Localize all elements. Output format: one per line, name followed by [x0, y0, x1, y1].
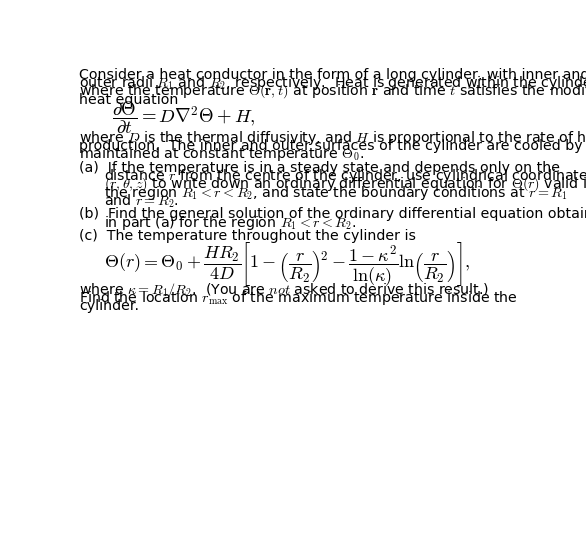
Text: production.  The inner and outer surfaces of the cylinder are cooled by a fluid: production. The inner and outer surfaces… [79, 139, 586, 153]
Text: where $\kappa = R_1/R_2$.  (You are $\mathit{not}$ asked to derive this result.): where $\kappa = R_1/R_2$. (You are $\mat… [79, 281, 489, 299]
Text: maintained at constant temperature $\Theta_0$.: maintained at constant temperature $\The… [79, 145, 364, 163]
Text: outer radii $R_1$ and $R_2$, respectively.  Heat is generated within the cylinde: outer radii $R_1$ and $R_2$, respectivel… [79, 74, 586, 92]
Text: $\dfrac{\partial\Theta}{\partial t} = D\nabla^2\Theta + H,$: $\dfrac{\partial\Theta}{\partial t} = D\… [112, 100, 255, 137]
Text: where the temperature $\Theta(\mathbf{r},t)$ at position $\mathbf{r}$ and time $: where the temperature $\Theta(\mathbf{r}… [79, 82, 586, 100]
Text: the region $R_1 < r < R_2$, and state the boundary conditions at $r = R_1$: the region $R_1 < r < R_2$, and state th… [104, 184, 568, 202]
Text: distance $r$ from the centre of the cylinder, use cylindrical coordinates: distance $r$ from the centre of the cyli… [104, 167, 586, 185]
Text: heat equation: heat equation [79, 93, 179, 107]
Text: $\Theta(r) = \Theta_0 + \dfrac{HR_2}{4D}\left[1 - \left(\dfrac{r}{R_2}\right)^{\: $\Theta(r) = \Theta_0 + \dfrac{HR_2}{4D}… [104, 240, 470, 288]
Text: and $r = R_2$.: and $r = R_2$. [104, 192, 179, 210]
Text: (c)  The temperature throughout the cylinder is: (c) The temperature throughout the cylin… [79, 229, 416, 243]
Text: Consider a heat conductor in the form of a long cylinder, with inner and: Consider a heat conductor in the form of… [79, 68, 586, 82]
Text: (b)  Find the general solution of the ordinary differential equation obtained: (b) Find the general solution of the ord… [79, 208, 586, 222]
Text: $(r, \theta, z)$ to write down an ordinary differential equation for $\Theta(r)$: $(r, \theta, z)$ to write down an ordina… [104, 176, 586, 193]
Text: (a)  If the temperature is in a steady state and depends only on the: (a) If the temperature is in a steady st… [79, 161, 560, 175]
Text: cylinder.: cylinder. [79, 299, 139, 313]
Text: Find the location $r_{\mathrm{max}}$ of the maximum temperature inside the: Find the location $r_{\mathrm{max}}$ of … [79, 289, 518, 307]
Text: where $D$ is the thermal diffusivity, and $H$ is proportional to the rate of hea: where $D$ is the thermal diffusivity, an… [79, 128, 586, 147]
Text: in part (a) for the region $R_1 < r < R_2$.: in part (a) for the region $R_1 < r < R_… [104, 214, 357, 232]
